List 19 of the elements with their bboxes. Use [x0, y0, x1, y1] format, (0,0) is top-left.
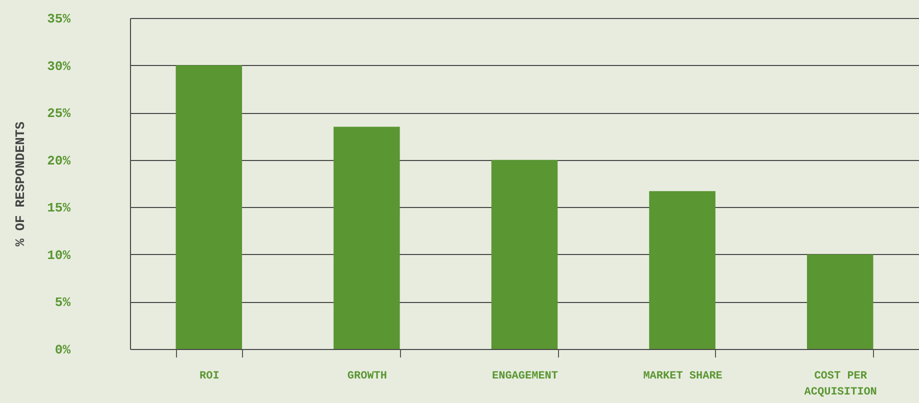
bar — [491, 160, 558, 349]
y-axis-title: % OF RESPONDENTS — [13, 121, 28, 246]
bar — [806, 254, 874, 349]
x-tick-label: ENGAGEMENT — [492, 370, 558, 382]
x-tick-label: GROWTH — [347, 370, 388, 382]
y-tick-label: 30% — [47, 58, 71, 74]
y-tick-label: 0% — [54, 342, 71, 358]
bar — [649, 191, 716, 349]
y-tick-label: 35% — [47, 12, 71, 26]
y-tick-label: 25% — [47, 106, 71, 122]
y-tick-label: 5% — [54, 295, 71, 310]
x-tick-label: COST PER ACQUISITION — [804, 370, 877, 398]
y-tick-label: 10% — [47, 248, 71, 263]
y-tick-label: 15% — [47, 200, 71, 216]
x-tick-label: MARKET SHARE — [643, 370, 723, 382]
bar — [334, 126, 400, 349]
bar — [176, 65, 242, 349]
x-tick-label: ROI — [199, 370, 220, 382]
y-tick-label: 20% — [47, 153, 71, 168]
